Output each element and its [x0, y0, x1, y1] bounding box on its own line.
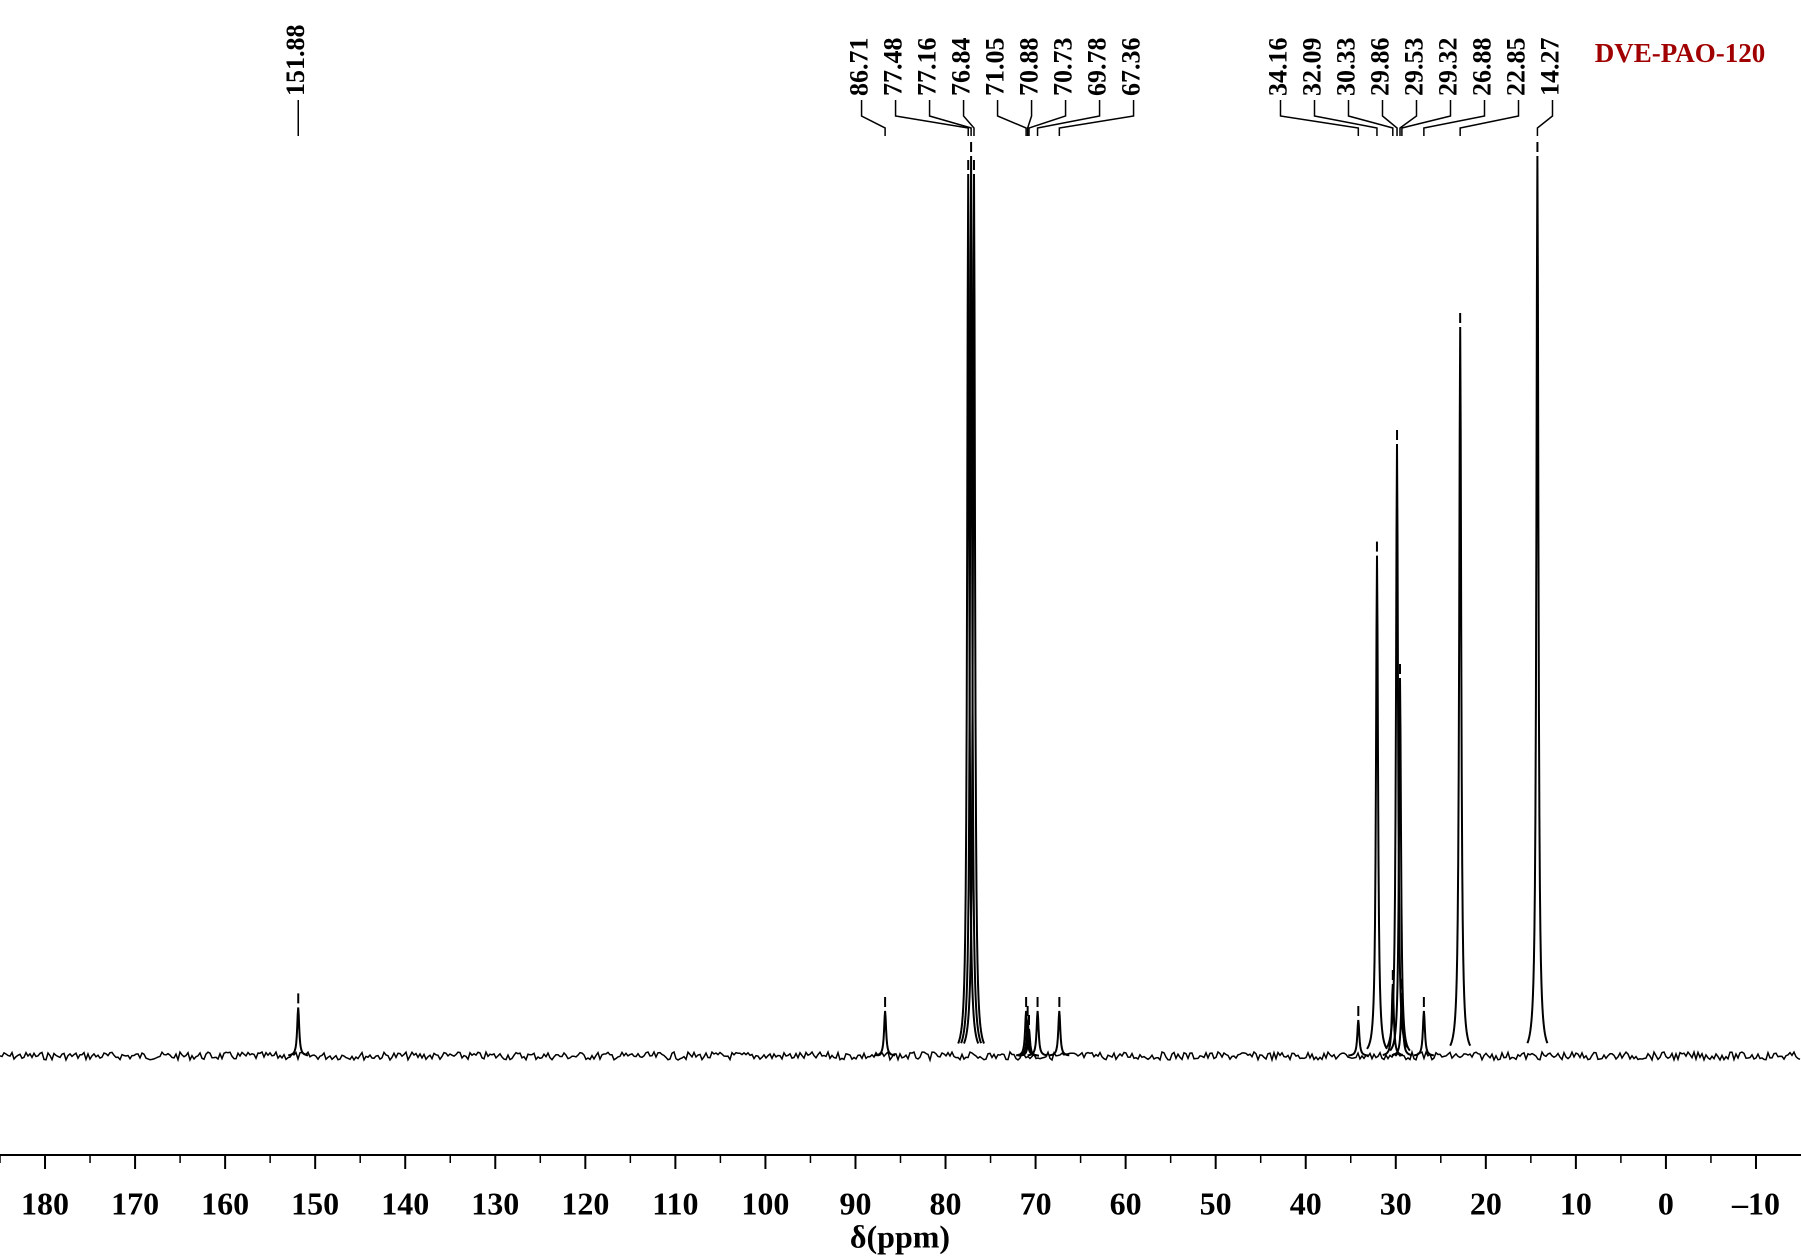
x-tick-label: –10	[1731, 1185, 1780, 1221]
label-connector	[894, 100, 969, 136]
peak-label: 22.85	[1501, 38, 1530, 97]
label-connector	[1279, 100, 1360, 136]
label-connector	[1536, 100, 1554, 136]
x-tick-label: 80	[930, 1185, 962, 1221]
peak-label: 34.16	[1263, 38, 1292, 97]
peak-label: 151.88	[281, 25, 310, 97]
x-tick-label: 170	[111, 1185, 159, 1221]
label-connector	[860, 100, 886, 136]
peak-label: 70.88	[1015, 38, 1044, 97]
x-tick-label: 160	[201, 1185, 249, 1221]
label-connector	[1401, 100, 1452, 136]
peak-label: 77.16	[913, 38, 942, 97]
label-connector	[1036, 100, 1101, 136]
baseline	[0, 1049, 1801, 1063]
peak-label: 71.05	[981, 38, 1010, 97]
peak-label: 29.32	[1433, 38, 1462, 97]
label-connector	[962, 100, 975, 136]
x-tick-label: 120	[561, 1185, 609, 1221]
label-connector	[1399, 100, 1418, 136]
label-connector	[1028, 100, 1067, 136]
chart-title: DVE-PAO-120	[1595, 38, 1765, 68]
x-tick-label: 140	[381, 1185, 429, 1221]
peak-label: 26.88	[1467, 38, 1496, 97]
peak-label: 30.33	[1331, 38, 1360, 97]
peak	[1391, 992, 1413, 1057]
peak	[963, 173, 985, 1044]
peak-label: 67.36	[1117, 38, 1146, 97]
x-tick-label: 150	[291, 1185, 339, 1221]
x-tick-label: 110	[652, 1185, 698, 1221]
peak-label: 70.73	[1049, 38, 1078, 97]
label-connector	[1313, 100, 1378, 136]
peak-label: 29.53	[1399, 38, 1428, 97]
x-tick-label: 40	[1290, 1185, 1322, 1221]
peak	[1526, 155, 1549, 1044]
x-tick-label: 10	[1560, 1185, 1592, 1221]
x-axis-label: δ(ppm)	[850, 1218, 950, 1254]
peak-label: 76.84	[947, 38, 976, 97]
peak-label: 86.71	[845, 38, 874, 97]
x-tick-label: 30	[1380, 1185, 1412, 1221]
peak	[1389, 677, 1411, 1052]
peak	[1366, 555, 1388, 1050]
label-connector	[928, 100, 972, 136]
label-connector	[1381, 100, 1398, 136]
label-connector	[1026, 100, 1033, 136]
peak-label: 32.09	[1297, 38, 1326, 97]
peak-label: 69.78	[1083, 38, 1112, 97]
label-connector	[1423, 100, 1486, 136]
label-connector	[1459, 100, 1520, 136]
peak	[288, 1007, 309, 1057]
peak	[1413, 1010, 1435, 1057]
peak	[1019, 1028, 1039, 1057]
x-tick-label: 130	[471, 1185, 519, 1221]
peak	[1449, 326, 1472, 1047]
peak	[1049, 1010, 1070, 1057]
peak	[960, 155, 983, 1044]
label-connector	[996, 100, 1027, 136]
x-tick-label: 20	[1470, 1185, 1502, 1221]
x-tick-label: 50	[1200, 1185, 1232, 1221]
x-tick-label: 90	[839, 1185, 871, 1221]
peak	[1348, 1019, 1369, 1057]
label-connector	[1058, 100, 1135, 136]
peak	[957, 173, 980, 1044]
peak	[874, 1010, 896, 1057]
peak-label: 77.48	[879, 38, 908, 97]
peak-label: 14.27	[1535, 38, 1564, 97]
peak-label: 29.86	[1365, 38, 1394, 97]
x-tick-label: 70	[1020, 1185, 1052, 1221]
x-tick-label: 60	[1110, 1185, 1142, 1221]
x-tick-label: 180	[21, 1185, 69, 1221]
x-tick-label: 0	[1658, 1185, 1674, 1221]
label-connector	[1347, 100, 1394, 136]
x-tick-label: 100	[741, 1185, 789, 1221]
peak	[1027, 1010, 1048, 1057]
